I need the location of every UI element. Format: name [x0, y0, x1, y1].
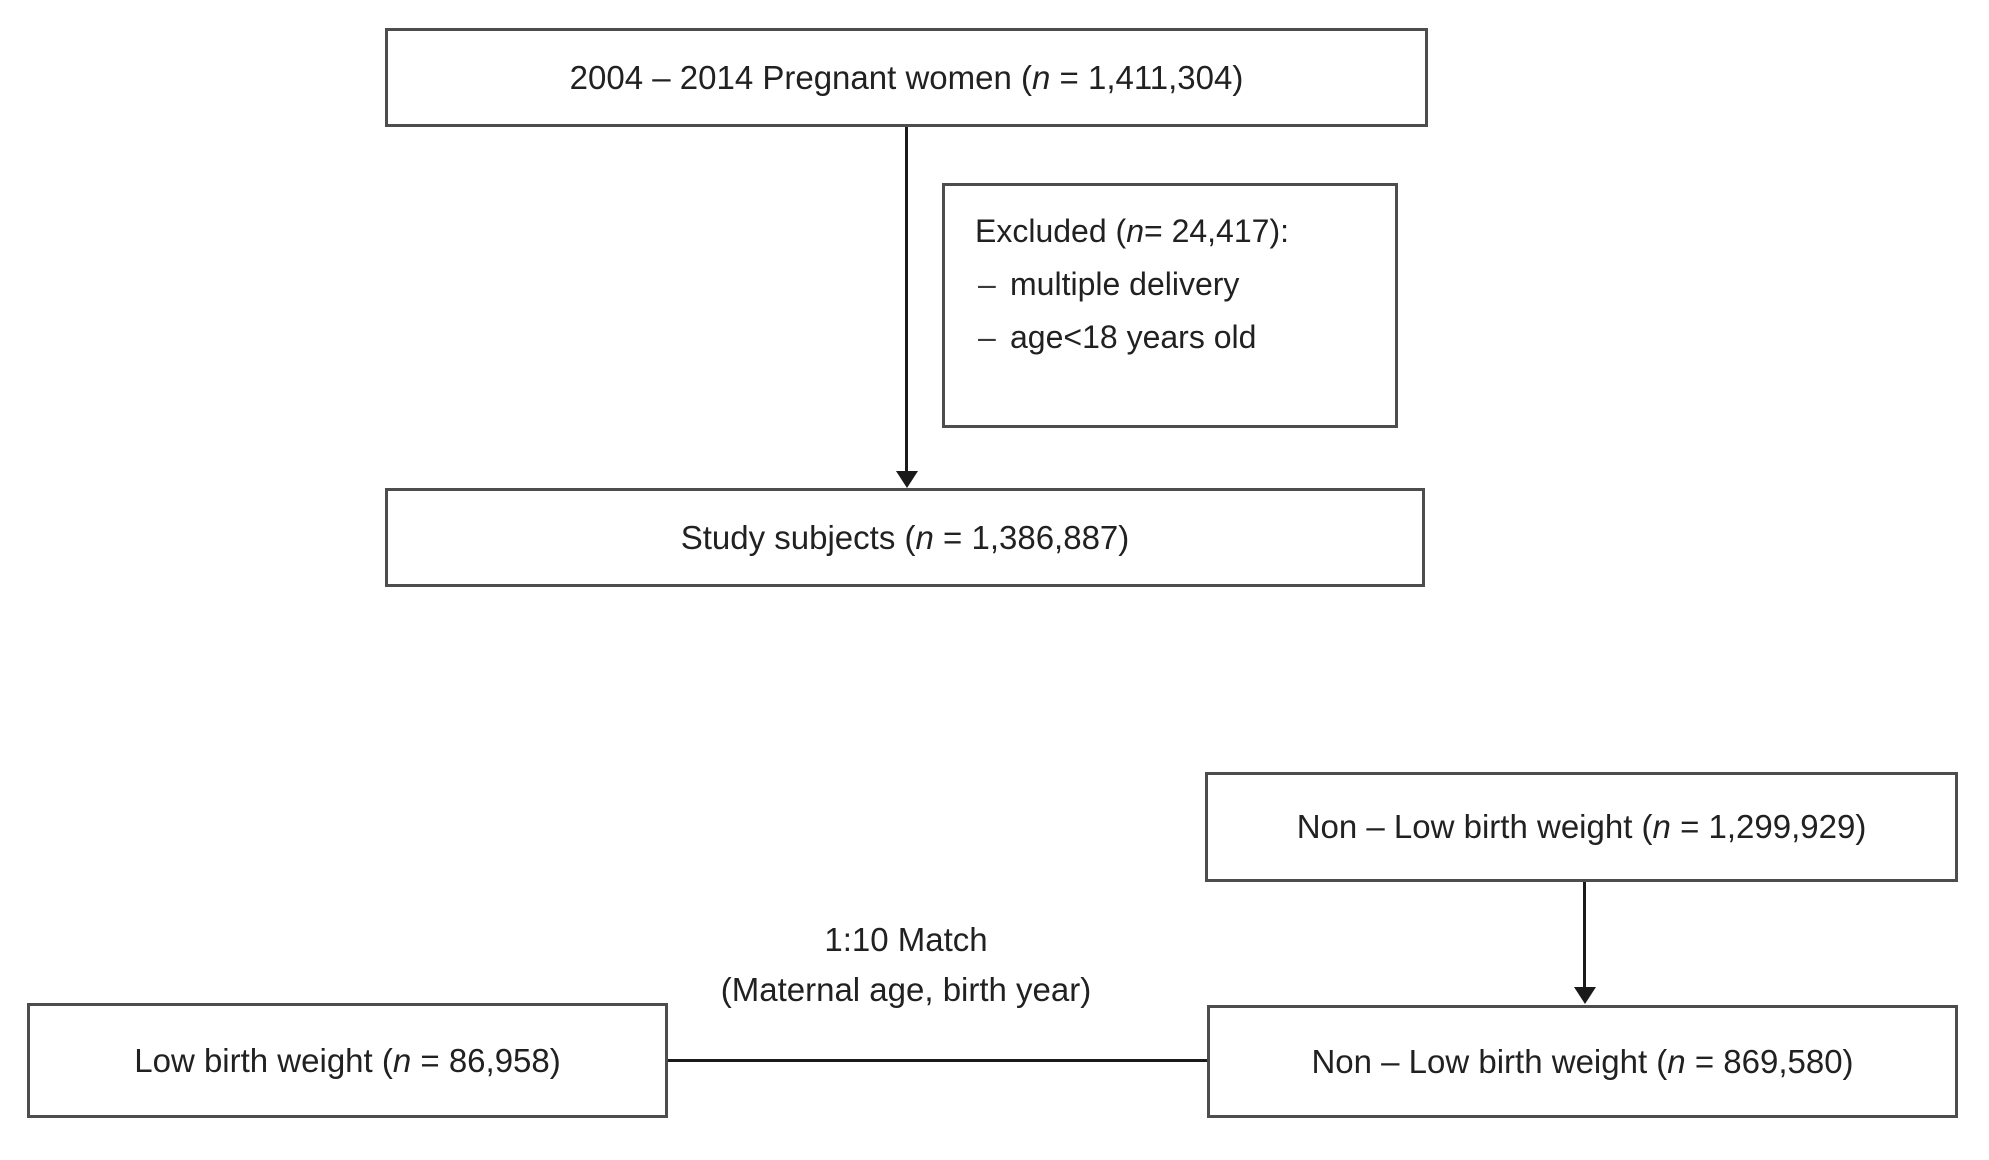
- box-non-low-birth-weight-full: Non – Low birth weight (n = 1,299,929): [1205, 772, 1958, 882]
- excluded-title: Excluded (n = 24,417):: [975, 212, 1289, 249]
- bullet-dash-icon: –: [978, 318, 996, 355]
- box-non-low-birth-weight-matched-label: Non – Low birth weight (n = 869,580): [1311, 1042, 1854, 1080]
- box-excluded: Excluded (n = 24,417): – multiple delive…: [942, 183, 1398, 428]
- box-non-low-birth-weight-matched: Non – Low birth weight (n = 869,580): [1207, 1005, 1958, 1118]
- connector-nonlbw-to-matched: [1583, 882, 1586, 988]
- arrow-down-icon: [896, 471, 918, 488]
- box-pregnant-women-label: 2004 – 2014 Pregnant women (n = 1,411,30…: [569, 58, 1244, 96]
- box-pregnant-women: 2004 – 2014 Pregnant women (n = 1,411,30…: [385, 28, 1428, 127]
- arrow-down-icon: [1574, 987, 1596, 1004]
- box-study-subjects-label: Study subjects (n = 1,386,887): [680, 518, 1130, 556]
- box-study-subjects: Study subjects (n = 1,386,887): [385, 488, 1425, 587]
- match-annotation-line2: (Maternal age, birth year): [720, 971, 1092, 1008]
- box-low-birth-weight-label: Low birth weight (n = 86,958): [134, 1041, 561, 1079]
- excluded-item: – multiple delivery: [945, 257, 1395, 310]
- connector-pregnant-to-study: [905, 127, 908, 473]
- box-non-low-birth-weight-full-label: Non – Low birth weight (n = 1,299,929): [1296, 808, 1867, 846]
- excluded-item: – age<18 years old: [945, 310, 1395, 363]
- match-annotation-line1: 1:10 Match: [824, 921, 988, 958]
- excluded-item-text: age<18 years old: [1010, 318, 1257, 355]
- excluded-item-text: multiple delivery: [1010, 265, 1240, 302]
- match-annotation: 1:10 Match (Maternal age, birth year): [586, 915, 1226, 1015]
- box-low-birth-weight: Low birth weight (n = 86,958): [27, 1003, 668, 1118]
- connector-lbw-to-nonlbw-matched: [668, 1059, 1207, 1062]
- bullet-dash-icon: –: [978, 265, 996, 302]
